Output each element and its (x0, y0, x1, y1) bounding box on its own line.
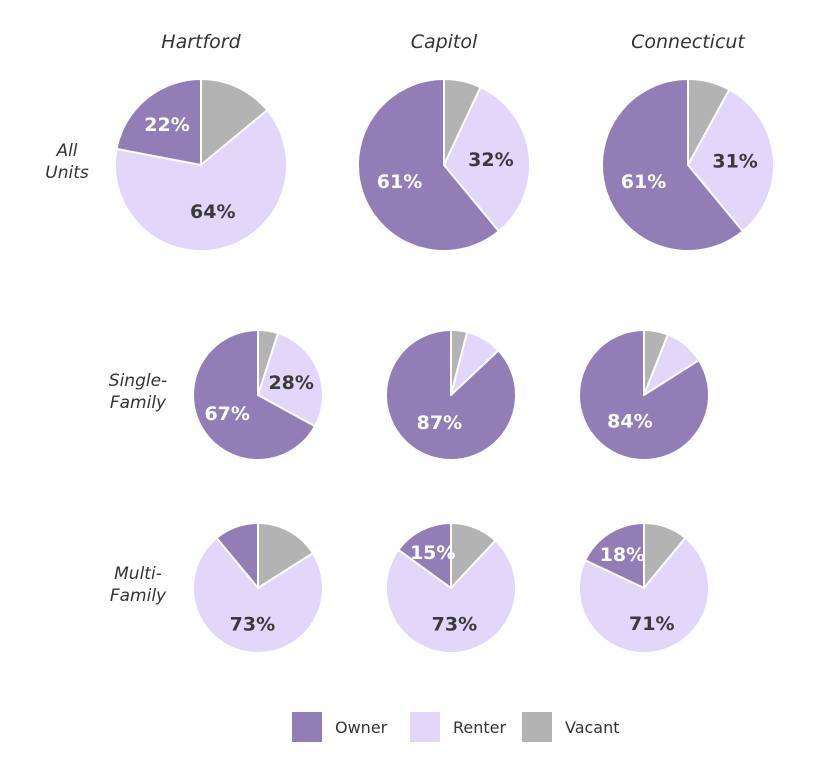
legend-item-owner: Owner (292, 712, 388, 742)
column-title-2: Connecticut (631, 31, 746, 53)
data-label-renter: 28% (268, 372, 313, 394)
legend-item-vacant: Vacant (522, 712, 620, 742)
slice-renter (114, 109, 288, 252)
row-label-2-line-1: Family (110, 586, 167, 606)
data-label-renter: 73% (432, 614, 477, 636)
slice-owner (578, 329, 710, 461)
slice-renter (385, 539, 517, 654)
slice-vacant (200, 78, 269, 166)
pie-0-0: 22% 64% (114, 78, 288, 252)
row-label-2-line-0: Multi- (114, 564, 162, 584)
data-label-renter: 32% (468, 149, 513, 171)
slice-owner (215, 522, 259, 589)
slice-vacant (257, 522, 314, 589)
data-label-owner: 67% (204, 403, 249, 425)
slice-owner (192, 329, 316, 461)
slice-renter (443, 86, 532, 233)
slice-owner (357, 78, 500, 252)
pie-2-0: 73% (192, 522, 324, 655)
data-label-owner: 84% (607, 411, 652, 433)
slice-owner (397, 522, 452, 589)
slice-renter (192, 536, 324, 655)
slice-owner (385, 329, 517, 461)
pie-1-2: 84% (578, 328, 710, 461)
pie-0-2: 61% 31% (601, 78, 775, 252)
legend-swatch (522, 712, 552, 742)
data-label-owner: 22% (144, 114, 189, 136)
legend-swatch (410, 712, 440, 742)
data-label-renter: 64% (190, 201, 235, 223)
data-label-renter: 71% (629, 613, 674, 635)
data-label-owner: 15% (410, 542, 455, 564)
data-label-renter: 73% (230, 613, 275, 635)
pies: 22%64%61%32%61%31%67%28%87% 84%73%15%73%1… (114, 78, 775, 655)
legend-label: Vacant (565, 718, 620, 737)
legend-label: Renter (453, 718, 507, 737)
row-label-0-line-0: All (55, 141, 77, 161)
column-title-0: Hartford (161, 31, 241, 53)
slice-owner (601, 78, 744, 252)
pie-1-1: 87% (385, 329, 517, 461)
column-titles: Hartford Capitol Connecticut (161, 31, 746, 53)
legend-item-renter: Renter (410, 712, 507, 742)
pie-0-1: 61% 32% (357, 78, 532, 252)
legend-label: Owner (335, 718, 388, 737)
column-title-1: Capitol (411, 31, 478, 53)
legend: Owner Renter Vacant (292, 712, 620, 742)
legend-swatch (292, 712, 322, 742)
data-label-owner: 18% (600, 544, 645, 566)
row-label-1: Single-Family (109, 371, 167, 413)
data-label-owner: 87% (417, 412, 462, 434)
row-label-0-line-1: Units (45, 163, 89, 183)
pie-2-1: 15% 73% (385, 522, 517, 654)
slice-owner (115, 78, 202, 166)
data-label-renter: 31% (712, 151, 757, 173)
row-label-1-line-1: Family (110, 393, 167, 413)
pie-1-0: 67% 28% (192, 329, 324, 461)
row-label-1-line-0: Single- (109, 371, 167, 391)
slice-renter (578, 536, 710, 654)
slice-owner (584, 522, 645, 589)
row-label-2: Multi-Family (110, 564, 167, 606)
data-label-owner: 61% (377, 171, 422, 193)
slice-renter (687, 88, 775, 233)
pie-2-2: 18% 71% (578, 522, 710, 654)
data-label-owner: 61% (621, 171, 666, 193)
